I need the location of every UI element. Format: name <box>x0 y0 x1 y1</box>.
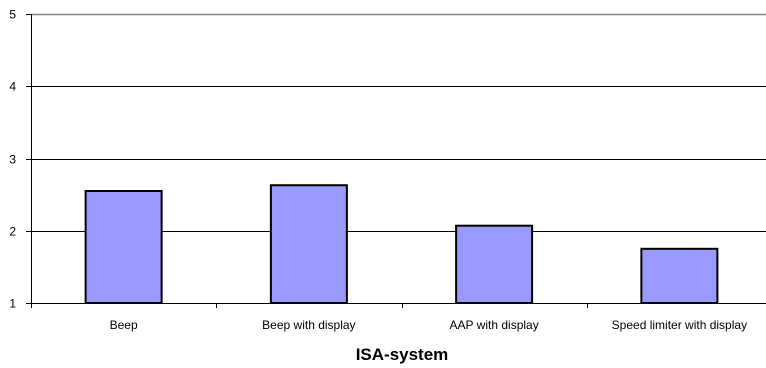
y-tick-label-3: 3 <box>9 153 16 167</box>
x-axis-title: ISA-system <box>356 345 449 364</box>
bar-2 <box>269 184 348 304</box>
axes <box>26 14 766 308</box>
y-tick-label-1: 1 <box>9 297 16 311</box>
bar-1 <box>84 190 163 304</box>
bar-4 <box>640 247 719 304</box>
x-category-labels: Beep Beep with display AAP with display Spe… <box>110 318 747 332</box>
gridlines <box>31 13 766 232</box>
x-category-label: Beep with display <box>262 318 355 332</box>
y-tick-labels: 1 2 3 4 5 <box>9 8 16 311</box>
y-tick-label-4: 4 <box>9 80 16 94</box>
y-tick-label-2: 2 <box>9 225 16 239</box>
x-category-label: Speed limiter with display <box>612 318 747 332</box>
y-tick-label-5: 5 <box>9 8 16 22</box>
bar-3 <box>455 224 534 305</box>
bars <box>84 184 719 305</box>
x-category-label: AAP with display <box>450 318 539 332</box>
x-category-label: Beep <box>110 318 138 332</box>
